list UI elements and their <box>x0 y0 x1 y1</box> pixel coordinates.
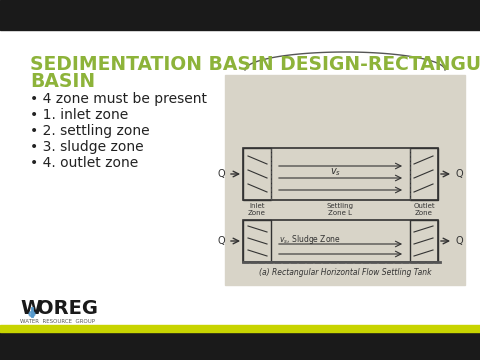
Text: Q: Q <box>217 236 225 246</box>
Text: • 1. inlet zone: • 1. inlet zone <box>30 108 128 122</box>
Ellipse shape <box>29 311 35 316</box>
Text: BASIN: BASIN <box>30 72 95 91</box>
Text: (a) Rectangular Horizontal Flow Settling Tank: (a) Rectangular Horizontal Flow Settling… <box>259 268 431 277</box>
Text: Q: Q <box>217 169 225 179</box>
Text: • 4 zone must be present: • 4 zone must be present <box>30 92 207 106</box>
Bar <box>225 75 465 285</box>
Bar <box>0 325 480 332</box>
Text: Inlet
Zone: Inlet Zone <box>248 203 266 216</box>
Text: Q: Q <box>455 169 463 179</box>
Bar <box>243 148 438 200</box>
Text: WATER  RESOURCE  GROUP: WATER RESOURCE GROUP <box>20 319 95 324</box>
Text: Q: Q <box>455 236 463 246</box>
Text: SEDIMENTATION BASIN DESIGN-RECTANGULAR: SEDIMENTATION BASIN DESIGN-RECTANGULAR <box>30 55 480 74</box>
Text: • 2. settling zone: • 2. settling zone <box>30 124 150 138</box>
Text: Settling
Zone L: Settling Zone L <box>326 203 353 216</box>
Text: $v_s$: $v_s$ <box>330 166 341 178</box>
Bar <box>243 220 271 262</box>
Text: Outlet
Zone: Outlet Zone <box>413 203 435 216</box>
Text: OREG: OREG <box>37 299 98 318</box>
Bar <box>243 220 438 262</box>
Text: • 4. outlet zone: • 4. outlet zone <box>30 156 138 170</box>
Bar <box>243 148 271 200</box>
Bar <box>0 0 480 30</box>
Text: • 3. sludge zone: • 3. sludge zone <box>30 140 144 154</box>
Bar <box>410 220 438 262</box>
Bar <box>410 148 438 200</box>
Text: $v_s$, Sludge Zone: $v_s$, Sludge Zone <box>279 234 341 247</box>
Bar <box>0 332 480 360</box>
Text: W: W <box>20 299 41 318</box>
